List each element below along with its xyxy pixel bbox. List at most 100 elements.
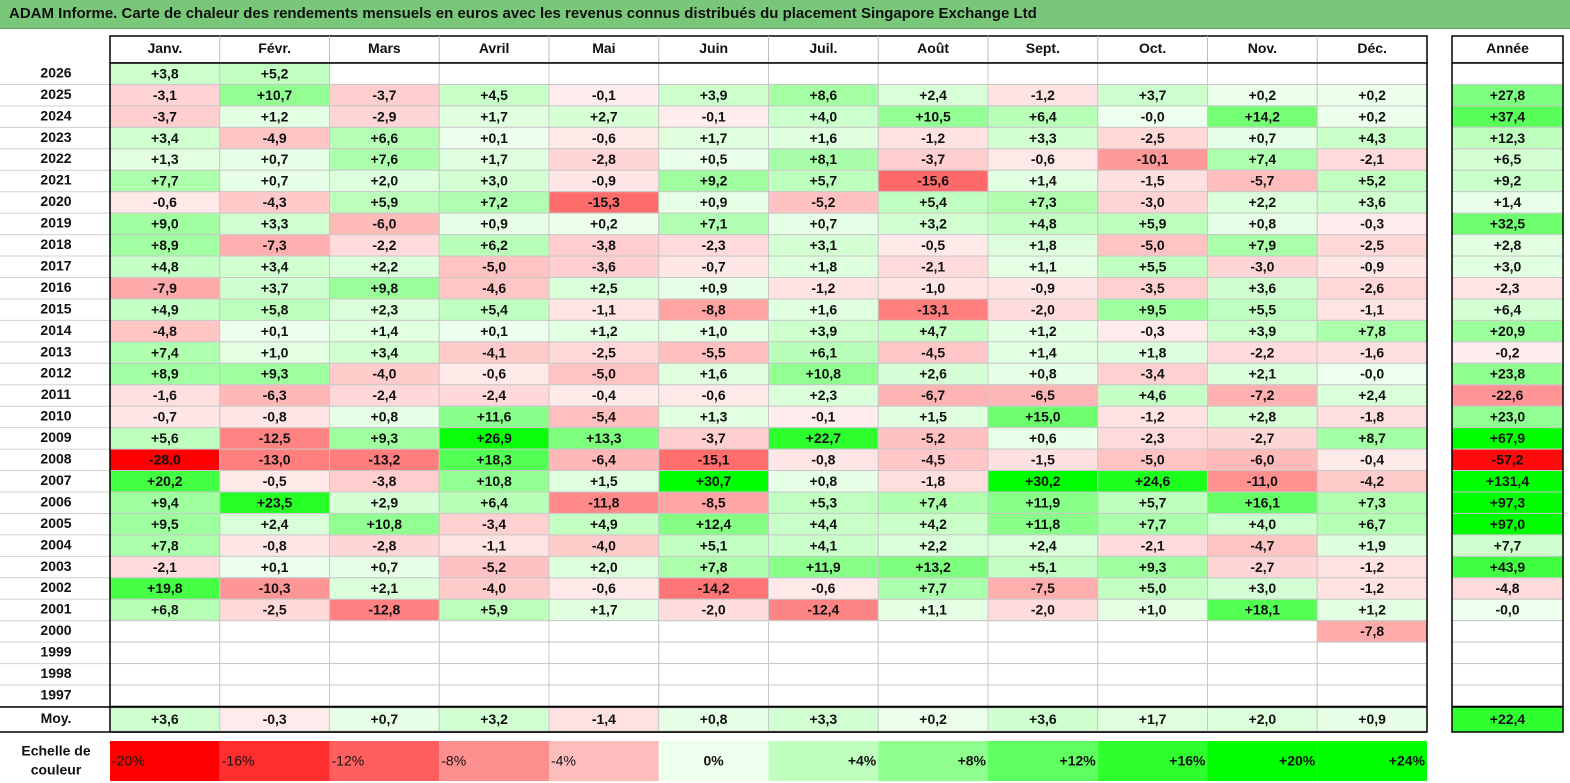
title-bar: ADAM Informe. Carte de chaleur des rende…	[0, 0, 1570, 29]
cell-value: -5,5	[702, 344, 726, 360]
heat-cell	[1316, 641, 1428, 665]
heat-cell	[548, 641, 660, 665]
cell-value: +0,2	[1358, 108, 1386, 124]
heat-cell	[219, 684, 330, 707]
annual-value: +97,3	[1490, 494, 1526, 510]
annual-value: +43,9	[1490, 559, 1526, 575]
average-value: +0,8	[700, 711, 728, 727]
cell-value: -2,0	[1031, 602, 1055, 618]
cell-value: +8,9	[151, 366, 179, 382]
cell-value: +3,3	[1029, 130, 1057, 146]
cell-value: +6,2	[480, 237, 508, 253]
heat-cell	[658, 663, 769, 686]
cell-value: -2,8	[372, 537, 396, 553]
cell-value: +18,1	[1245, 602, 1281, 618]
cell-value: -7,8	[1360, 623, 1384, 639]
heat-cell	[109, 684, 221, 707]
heat-cell	[548, 620, 660, 643]
year-label: 2011	[41, 386, 72, 402]
cell-value: -4,5	[921, 452, 945, 468]
cell-value: -1,2	[1141, 409, 1165, 425]
cell-value: -2,7	[1250, 430, 1274, 446]
month-header: Sept.	[1026, 40, 1060, 56]
cell-value: +7,8	[700, 559, 728, 575]
annual-cell	[1451, 684, 1564, 707]
heat-cell	[109, 663, 221, 686]
scale-label-value: -12%	[332, 753, 365, 769]
cell-value: +5,2	[1358, 173, 1386, 189]
cell-value: +0,2	[590, 216, 618, 232]
scale-swatch	[439, 741, 549, 781]
cell-value: -1,8	[1360, 409, 1384, 425]
cell-value: +5,7	[810, 173, 838, 189]
cell-value: +15,0	[1025, 409, 1061, 425]
year-label: 2007	[40, 472, 71, 488]
scale-swatch	[768, 741, 879, 781]
cell-value: -5,0	[1141, 237, 1165, 253]
cell-value: +10,7	[257, 87, 293, 103]
cell-value: +0,8	[1249, 216, 1277, 232]
cell-value: +5,5	[1249, 301, 1277, 317]
cell-value: -0,1	[702, 108, 726, 124]
cell-value: +2,0	[590, 559, 618, 575]
heat-cell	[1207, 641, 1318, 665]
cell-value: +2,7	[590, 108, 618, 124]
annual-value: +32,5	[1490, 216, 1526, 232]
year-label: 2019	[40, 215, 71, 231]
cell-value: +0,1	[261, 559, 289, 575]
heat-cell	[877, 620, 989, 643]
year-label: 2001	[40, 601, 71, 617]
cell-value: +9,3	[261, 366, 289, 382]
cell-value: +0,7	[1249, 130, 1277, 146]
heat-cell	[768, 620, 879, 643]
cell-value: -0,0	[1360, 366, 1384, 382]
average-value: +0,2	[919, 711, 947, 727]
cell-value: +13,3	[586, 430, 622, 446]
cell-value: -1,1	[482, 537, 506, 553]
cell-value: -12,8	[368, 602, 400, 618]
cell-value: +7,4	[919, 494, 947, 510]
cell-value: +1,1	[919, 602, 947, 618]
average-value: +3,6	[151, 711, 179, 727]
cell-value: +2,4	[261, 516, 289, 532]
year-label: 1999	[40, 644, 71, 660]
cell-value: -0,4	[592, 387, 616, 403]
cell-value: -2,1	[1360, 151, 1384, 167]
cell-value: -1,2	[1360, 580, 1384, 596]
year-label: 2025	[40, 86, 71, 102]
cell-value: -3,4	[1141, 366, 1165, 382]
heat-cell	[329, 663, 440, 686]
cell-value: +23,5	[257, 494, 293, 510]
cell-value: +8,7	[1358, 430, 1386, 446]
cell-value: +0,1	[480, 323, 508, 339]
cell-value: +8,9	[151, 237, 179, 253]
cell-value: +5,0	[1139, 580, 1167, 596]
average-annual-value: +22,4	[1490, 711, 1526, 727]
scale-swatch	[1097, 741, 1208, 781]
cell-value: +7,4	[151, 344, 179, 360]
cell-value: +0,7	[810, 216, 838, 232]
cell-value: +2,4	[919, 87, 947, 103]
cell-value: +3,4	[371, 344, 399, 360]
cell-value: +5,8	[261, 301, 289, 317]
annual-cell	[1451, 663, 1564, 686]
heat-cell	[329, 620, 440, 643]
cell-value: +2,4	[1358, 387, 1386, 403]
cell-value: +11,9	[806, 559, 841, 575]
month-header: Juin	[699, 40, 728, 56]
cell-value: -2,9	[372, 108, 396, 124]
cell-value: +3,2	[919, 216, 947, 232]
cell-value: +7,8	[151, 537, 179, 553]
cell-value: +0,9	[700, 280, 728, 296]
cell-value: -1,6	[1360, 344, 1384, 360]
heat-cell	[438, 684, 550, 707]
year-label: 2024	[40, 107, 71, 123]
cell-value: -1,2	[921, 130, 945, 146]
cell-value: -4,0	[482, 580, 506, 596]
cell-value: -6,3	[263, 387, 287, 403]
cell-value: +9,5	[151, 516, 179, 532]
heat-cell	[329, 62, 440, 85]
cell-value: -7,5	[1031, 580, 1055, 596]
cell-value: -11,0	[1247, 473, 1278, 489]
cell-value: +4,6	[1139, 387, 1167, 403]
